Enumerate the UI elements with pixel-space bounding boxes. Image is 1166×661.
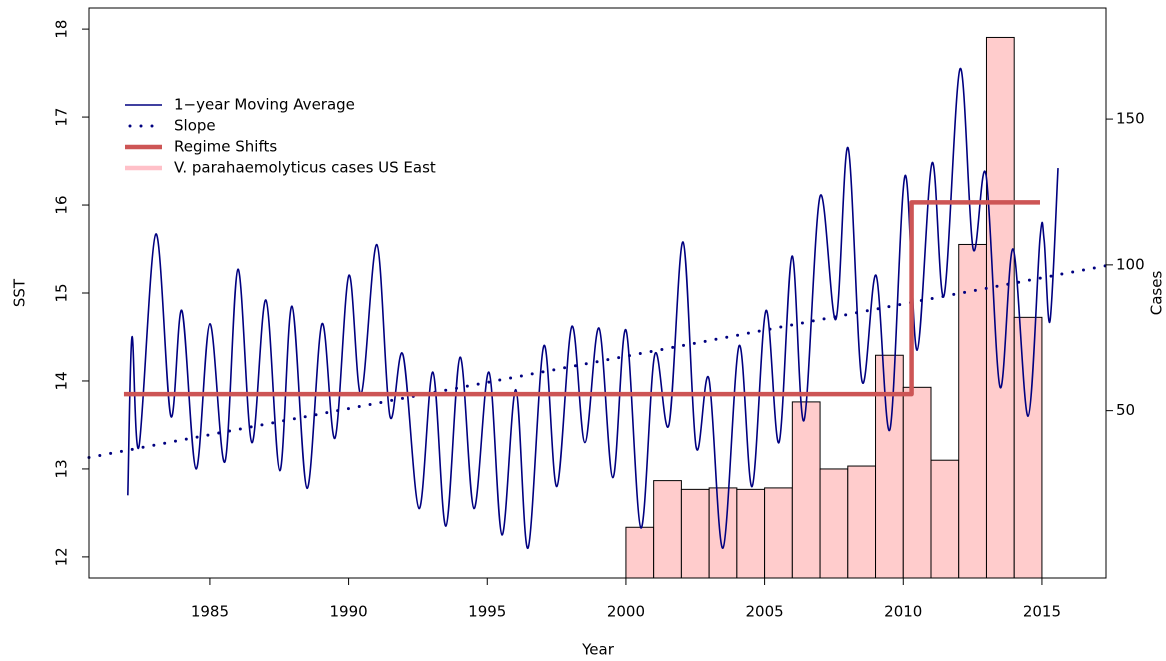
legend-label: Slope <box>174 117 216 135</box>
y-tick-label: 12 <box>53 547 71 566</box>
histogram-bar <box>958 243 987 579</box>
histogram-bar <box>847 465 877 579</box>
histogram-bar <box>764 487 793 579</box>
legend-label: V. parahaemolyticus cases US East <box>174 159 436 177</box>
x-tick-label: 2005 <box>746 603 784 621</box>
y2-tick-label: 50 <box>1116 401 1135 419</box>
histogram-bar <box>930 459 960 579</box>
histogram-bar <box>625 526 655 579</box>
y-tick-label: 14 <box>53 371 71 390</box>
x-tick-label: 2010 <box>884 603 922 621</box>
x-axis-label: Year <box>581 641 615 659</box>
histogram-bar <box>791 401 821 579</box>
y-tick-label: 15 <box>53 283 71 302</box>
y2-tick-label: 150 <box>1116 110 1145 128</box>
y2-tick-label: 100 <box>1116 255 1145 273</box>
histogram-bar <box>819 468 849 579</box>
legend-label: 1−year Moving Average <box>174 96 355 114</box>
series-line <box>123 200 1040 397</box>
histogram-bar <box>1013 316 1043 579</box>
x-tick-label: 1995 <box>468 603 506 621</box>
y-tick-label: 16 <box>53 195 71 214</box>
series-line <box>127 67 1059 549</box>
x-tick-label: 1985 <box>191 603 229 621</box>
y-tick-label: 17 <box>53 108 71 127</box>
histogram-bar <box>653 480 682 579</box>
y2-axis-label: Cases <box>1148 271 1166 316</box>
x-tick-label: 2015 <box>1023 603 1061 621</box>
histogram-bar <box>902 386 932 579</box>
histogram-bar <box>736 488 766 579</box>
y-tick-label: 18 <box>53 20 71 39</box>
histogram-bar <box>680 488 710 579</box>
histogram-bar <box>708 487 738 579</box>
x-tick-label: 1990 <box>329 603 367 621</box>
series-line <box>87 264 1108 459</box>
legend-label: Regime Shifts <box>174 138 277 156</box>
x-tick-label: 2000 <box>607 603 645 621</box>
y-tick-label: 13 <box>53 459 71 478</box>
histogram-bar <box>875 354 904 579</box>
histogram-bar <box>985 36 1015 579</box>
y-axis-label: SST <box>11 278 29 307</box>
